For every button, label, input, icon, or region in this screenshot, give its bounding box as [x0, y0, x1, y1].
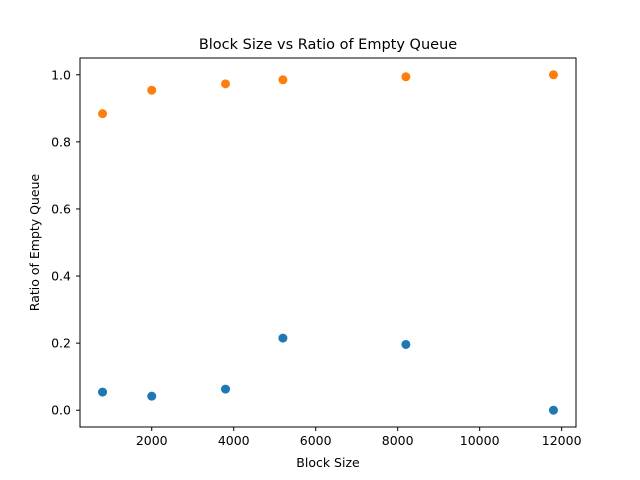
series-2-point: [98, 109, 108, 119]
x-tick-label: 8000: [382, 433, 414, 448]
y-tick-label: 0.2: [51, 336, 71, 351]
y-tick-label: 0.0: [51, 403, 71, 418]
y-tick-label: 0.6: [51, 201, 71, 216]
y-tick-label: 1.0: [51, 67, 71, 82]
series-2-point: [221, 79, 231, 89]
series-1-point: [278, 333, 288, 343]
series-1-point: [147, 391, 157, 401]
series-2-point: [147, 85, 157, 95]
chart-title: Block Size vs Ratio of Empty Queue: [199, 37, 457, 53]
x-tick-label: 6000: [300, 433, 332, 448]
y-axis-label: Ratio of Empty Queue: [27, 173, 42, 311]
y-axis: 0.0 0.2 0.4 0.6 0.8 1.0: [51, 67, 80, 418]
series-2-point: [548, 70, 558, 80]
x-tick-label: 2000: [136, 433, 168, 448]
series-2-point: [401, 72, 411, 82]
plot-frame: [79, 57, 577, 428]
x-axis: 2000 4000 6000 8000 10000 12000: [136, 427, 582, 448]
points-layer: [98, 70, 558, 415]
x-tick-label: 10000: [460, 433, 500, 448]
series-2-point: [278, 75, 288, 85]
x-tick-label: 4000: [218, 433, 250, 448]
series-1-point: [98, 387, 108, 397]
series-1-point: [401, 339, 411, 349]
series-1-point: [221, 384, 231, 394]
y-tick-label: 0.4: [51, 269, 71, 284]
y-tick-label: 0.8: [51, 134, 71, 149]
x-axis-label: Block Size: [296, 455, 360, 470]
series-1-point: [548, 405, 558, 415]
x-tick-label: 12000: [542, 433, 582, 448]
